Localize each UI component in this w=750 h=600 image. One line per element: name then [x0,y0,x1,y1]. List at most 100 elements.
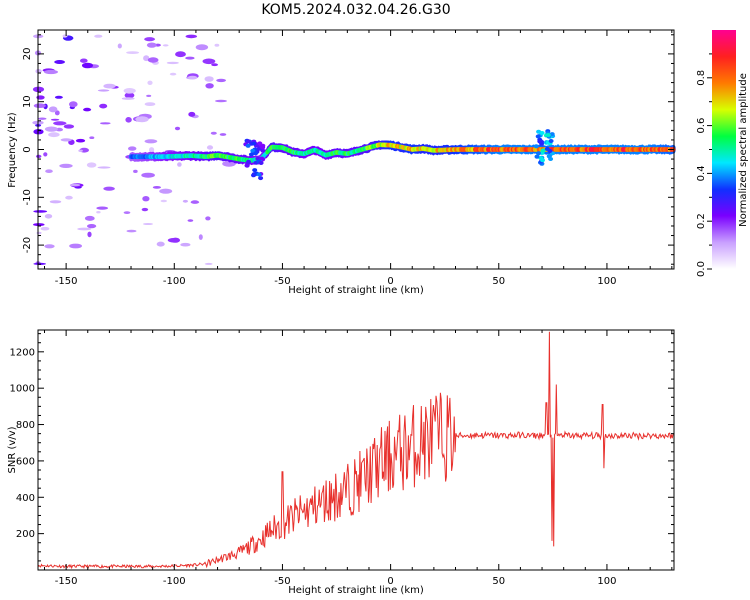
spectrogram-cell [121,97,135,100]
snr-frame [37,329,675,571]
spectrogram-cell [87,231,92,238]
spectrogram-cell [123,88,136,94]
spectrogram-cell [222,160,236,167]
y-tick-label: 400 [16,493,35,504]
spectrogram-cell [142,196,150,202]
spectrogram-cell [69,101,78,108]
spectrogram-cell [144,139,158,144]
spectrogram-cell [539,131,545,135]
spectrogram-cell [54,60,65,64]
spectrogram-cell [187,219,194,222]
spectrogram-cell [251,141,257,146]
spectrogram-cell [177,162,182,167]
x-tick-label: -50 [274,276,290,287]
snr-x-axis-label: Height of straight line (km) [288,585,424,596]
spectrogram-cell [103,83,116,89]
colorbar-tick-label: 0.6 [696,118,707,134]
y-tick-label: -10 [22,189,33,205]
spectrogram-cell [258,161,264,165]
spectrogram-cell [37,117,47,120]
spectrogram-cell [535,134,541,139]
spectrogram-cell [187,75,198,80]
snr-background [38,330,674,570]
spectrogram-cell [252,168,258,173]
spectrogram-cell [97,166,111,169]
x-tick-label: 0 [387,276,393,287]
spectrogram-cell [205,216,211,221]
spectrogram-cell [69,243,82,249]
spectrogram-cell [36,154,42,158]
spectrogram-cell [65,195,73,200]
spectrogram-cell [89,136,95,139]
spectrogram-cell [171,237,180,243]
spectrogram-cell [49,200,62,204]
spectrogram-cell [206,145,214,150]
spectrogram-cell [256,172,262,177]
spectrogram-cell [83,107,92,112]
spectrogram-cell [144,102,156,106]
spectrogram-cell [54,110,60,116]
colorbar-tick-label: 0.8 [696,70,707,86]
spectrogram-cell [188,111,196,117]
spectrogram-cell [540,148,546,153]
spectrogram-cell [537,139,543,144]
y-tick-label: 20 [22,48,33,61]
spectrogram-cell [44,69,58,75]
spectrogram-cell [534,154,540,159]
spectrogram-cell [253,151,259,156]
spectrogram-cell [169,72,177,76]
spectrogram-cell [33,210,48,213]
spectrogram-cell [204,262,213,265]
x-tick-label: 100 [597,276,616,287]
spectrogram-cell [214,43,220,47]
spectrogram-cell [190,200,200,204]
snr-panel: -150 -100 -50 0 50 100 200 400 600 800 1000 1200 He… [7,329,675,596]
spectrogram-cell [257,141,263,146]
spectrogram-cell [548,157,554,161]
spectrogram-cell [185,56,195,60]
colorbar-label: Normalized spectral amplitude [738,73,749,227]
spectrogram-cell [103,186,115,191]
spectrogram-cell [182,199,188,203]
spectrogram-cell [50,118,60,121]
spectrogram-cell [96,206,109,210]
spectrogram-cell [198,234,203,240]
spectrogram-cell [94,34,103,38]
spectrogram-cell [146,94,152,97]
spectrogram-cell [33,103,46,108]
figure-title: KOM5.2024.032.04.26.G30 [261,2,450,18]
x-tick-label: 0 [387,576,393,587]
spectrogram-cell [248,152,254,157]
x-tick-label: 100 [597,576,616,587]
spectrogram-cell [152,186,161,189]
spectrogram-cell [123,211,131,215]
spectrogram-cell [215,99,227,103]
spectrogram-cell [195,44,209,51]
spectrogram-cell [216,78,227,83]
spectrogram-cell [147,57,159,63]
snr-axes: -150 -100 -50 0 50 100 200 400 600 800 1000 1200 [10,330,674,587]
spectrogram-cell [81,62,94,69]
spectrogram-cell [144,37,156,42]
spectrogram-cell [246,159,251,164]
spectrogram-cell [259,145,265,149]
spectrogram-cell [48,132,60,138]
spectrogram-cell [162,44,169,47]
y-tick-label: 10 [22,95,33,108]
y-tick-label: 0 [22,146,33,152]
spectrogram-cell [86,162,97,168]
x-tick-label: -100 [163,276,186,287]
spectrogram-cell [99,122,111,125]
spectrogram-cell [202,58,216,65]
spectrogram-cell [59,163,73,168]
y-tick-label: 1000 [10,384,35,395]
spectrogram-cell [549,132,555,137]
spectrogram-cell [175,51,186,58]
spectrogram-cell [133,169,138,173]
spectrogram-cell [44,214,53,219]
x-tick-label: -50 [274,576,290,587]
spectrogram-cell [78,149,83,152]
spectrogram-cell [125,117,132,123]
spectrogram-cell [43,152,48,157]
